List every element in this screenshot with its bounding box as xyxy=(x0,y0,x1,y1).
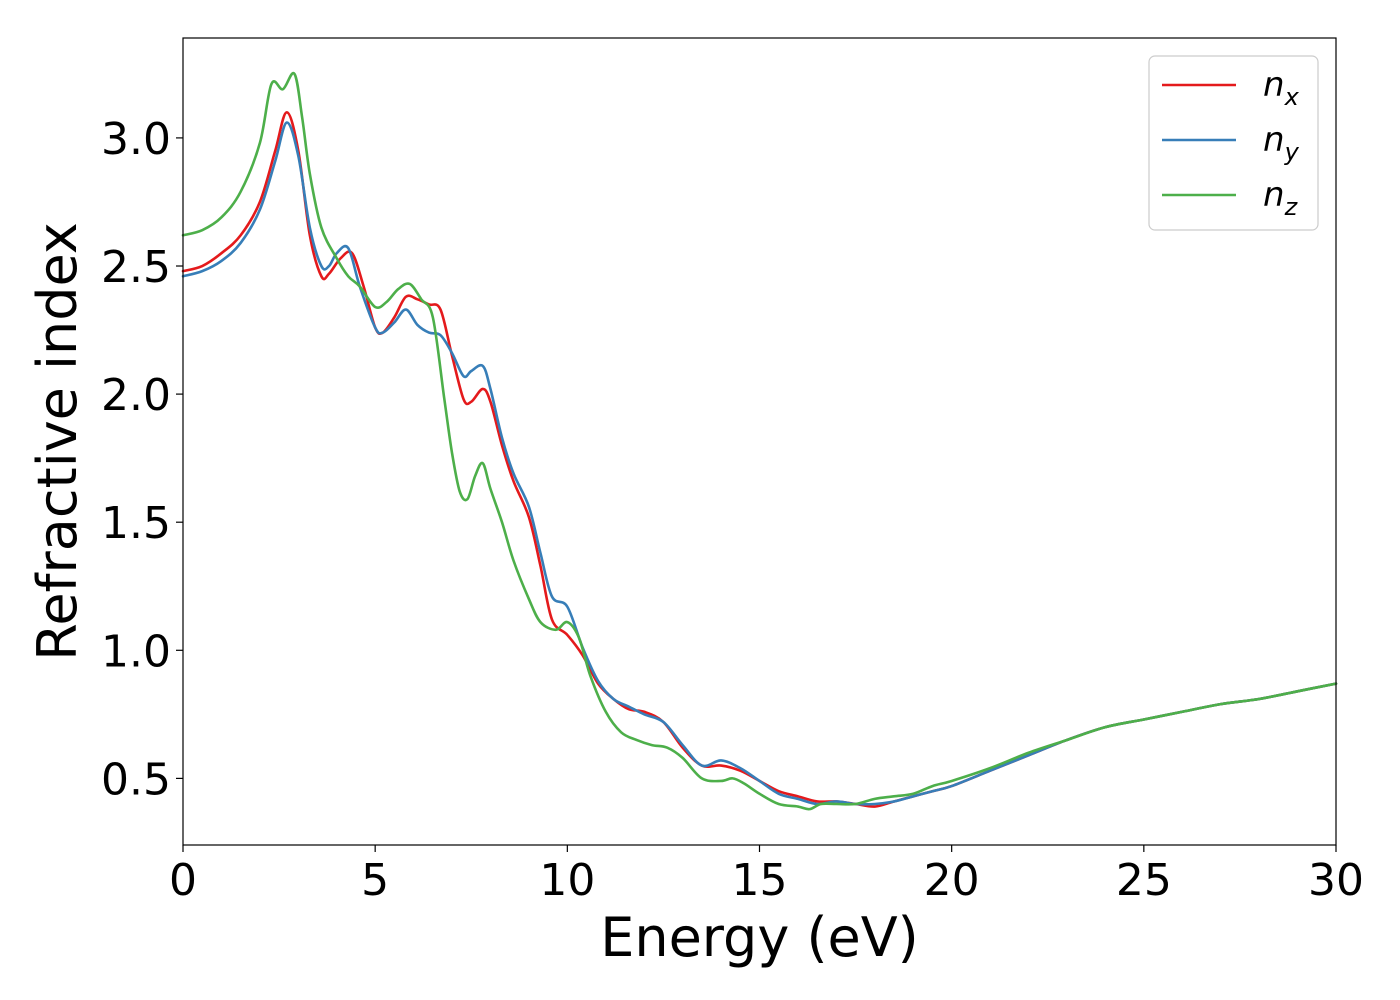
y-tick-label: 1.5 xyxy=(101,498,171,549)
x-tick-label: 0 xyxy=(169,855,197,906)
series-layer xyxy=(181,71,1338,811)
y-tick-label: 3.0 xyxy=(101,114,171,165)
y-tick-label: 2.0 xyxy=(101,370,171,421)
x-tick-label: 25 xyxy=(1116,855,1172,906)
legend-label-z: nz xyxy=(1263,175,1299,221)
legend-label-subscript: z xyxy=(1284,193,1299,221)
x-axis-ticks: 0 5 10 15 20 25 30 xyxy=(169,845,1364,906)
legend-label-subscript: y xyxy=(1284,138,1300,166)
x-tick-label: 15 xyxy=(732,855,788,906)
x-tick-label: 20 xyxy=(924,855,980,906)
legend-label-base: n xyxy=(1263,65,1285,105)
legend-label-base: n xyxy=(1263,175,1285,215)
y-tick-label: 2.5 xyxy=(101,242,171,293)
x-tick-label: 5 xyxy=(361,855,389,906)
legend-label-x: nx xyxy=(1263,65,1300,111)
x-tick-label: 30 xyxy=(1308,855,1364,906)
y-tick-label: 0.5 xyxy=(101,754,171,805)
x-tick-label: 10 xyxy=(539,855,595,906)
legend-label-subscript: x xyxy=(1284,83,1300,111)
y-axis-ticks: 0.5 1.0 1.5 2.0 2.5 3.0 xyxy=(101,114,183,805)
y-tick-label: 1.0 xyxy=(101,626,171,677)
y-axis-title: Refractive index xyxy=(26,222,89,661)
series-line-z xyxy=(181,71,1338,811)
legend-label-y: ny xyxy=(1263,120,1300,166)
legend-box xyxy=(1148,55,1319,231)
legend-label-base: n xyxy=(1263,120,1285,160)
series-line-y xyxy=(181,121,1338,806)
x-axis-title: Energy (eV) xyxy=(600,906,919,969)
